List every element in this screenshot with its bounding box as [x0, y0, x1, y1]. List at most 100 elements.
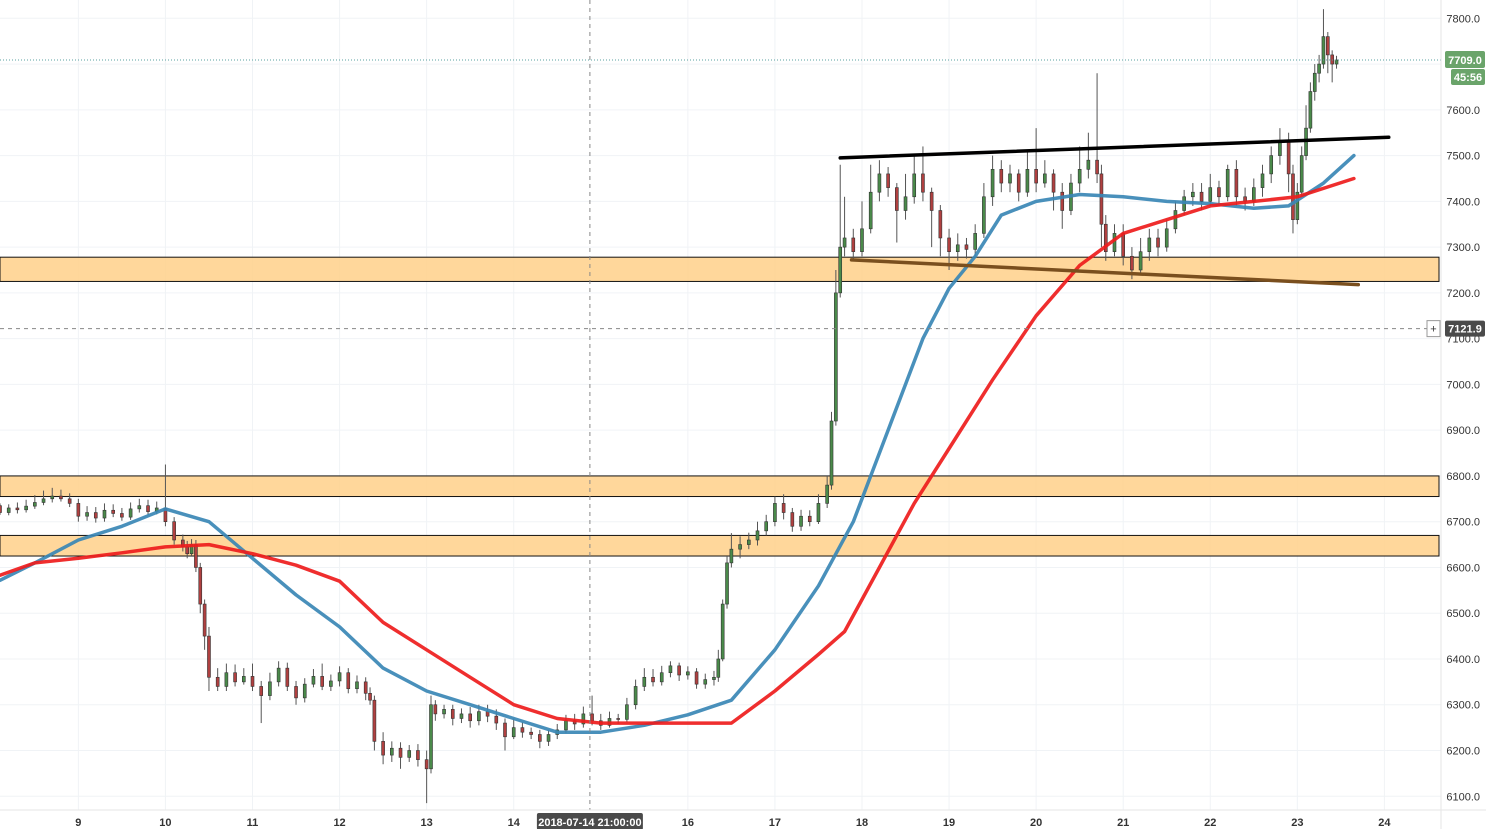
candle-body	[886, 173, 890, 188]
candle-body	[1191, 191, 1195, 198]
candle-body	[511, 727, 516, 738]
y-tick-label: 6600.0	[1446, 562, 1480, 574]
candle-body	[616, 718, 620, 720]
candle-body	[538, 734, 542, 742]
candle-body	[520, 727, 525, 733]
candle-body	[368, 693, 372, 701]
candle-body	[938, 210, 943, 239]
candle-body	[1043, 173, 1047, 184]
crosshair-plus-button-bg	[1426, 320, 1441, 338]
candles	[0, 9, 1339, 804]
moving-average-line	[0, 176, 1356, 725]
candle-body	[947, 237, 951, 252]
candle-body	[764, 521, 769, 532]
support-resistance-zone	[0, 475, 1440, 498]
x-tick-label: 19	[943, 817, 955, 829]
candle-body	[1278, 141, 1282, 156]
candle-body	[1060, 191, 1065, 211]
candle-body	[41, 498, 46, 503]
candle-body	[590, 713, 594, 722]
candle-body	[668, 665, 673, 674]
candle-body	[1121, 233, 1125, 257]
candle-body	[102, 509, 107, 519]
candle-body	[829, 420, 834, 486]
candle-body	[982, 196, 986, 234]
moving-averages	[0, 153, 1356, 734]
candle-body	[1217, 187, 1221, 198]
candle-body	[128, 508, 133, 518]
candle-body	[1138, 251, 1143, 271]
trendlines	[838, 135, 1391, 287]
candle-body	[1321, 36, 1326, 65]
x-tick-label: 18	[856, 817, 868, 829]
candle-body	[860, 228, 864, 252]
x-tick-label: 12	[333, 817, 345, 829]
candle-body	[694, 671, 699, 685]
y-tick-label: 7500.0	[1446, 151, 1480, 163]
candle-body	[851, 237, 856, 252]
y-tick-label: 7200.0	[1446, 288, 1480, 300]
crosshair-price-tag: 7121.9	[1448, 324, 1482, 336]
candle-body	[581, 713, 586, 725]
candle-body	[1095, 159, 1099, 175]
candle-body	[67, 498, 72, 504]
x-tick-label: 17	[769, 817, 781, 829]
candle-body	[311, 676, 316, 685]
x-tick-label: 23	[1291, 817, 1303, 829]
trendline	[838, 135, 1391, 160]
candle-body	[250, 676, 255, 687]
candle-body	[1164, 228, 1169, 248]
candle-body	[442, 709, 446, 715]
candle-body	[790, 512, 795, 527]
candle-body	[450, 709, 455, 719]
candle-body	[202, 603, 207, 637]
crosshair	[0, 0, 1441, 810]
candle-body	[834, 292, 838, 422]
candle-body	[1077, 169, 1082, 184]
candle-body	[1317, 63, 1321, 74]
candle-body	[816, 503, 821, 522]
moving-average-line	[0, 153, 1356, 734]
candle-body	[799, 515, 803, 527]
candle-body	[0, 505, 2, 513]
candle-body	[1086, 159, 1091, 170]
time-axis[interactable]: 9 10 11 12 13 14 16 17 18 19 20 21 22 23 24 2018-07-14 …	[0, 809, 1486, 829]
candle-body	[224, 672, 229, 687]
candle-body	[651, 676, 655, 683]
candle-body	[337, 672, 342, 682]
candle-body	[781, 503, 786, 513]
candle-body	[194, 544, 198, 568]
candle-body	[433, 704, 438, 715]
candle-body	[903, 196, 908, 211]
y-tick-label: 7800.0	[1446, 13, 1480, 25]
grid	[0, 0, 1441, 810]
candle-body	[1299, 155, 1304, 193]
candle-body	[363, 681, 368, 694]
crosshair-price-tag-bg	[1445, 320, 1485, 337]
candle-body	[1260, 173, 1265, 188]
candle-body	[259, 686, 264, 696]
y-tick-label: 7100.0	[1446, 334, 1480, 346]
y-tick-label: 6500.0	[1446, 608, 1480, 620]
candle-body	[686, 671, 690, 676]
candle-body	[677, 665, 681, 676]
candle-body	[429, 704, 433, 770]
countdown-tag-bg	[1451, 68, 1485, 85]
x-tick-label: 24	[1378, 817, 1391, 829]
candle-body	[929, 191, 934, 211]
candle-body	[720, 603, 725, 660]
candle-body	[999, 169, 1004, 184]
candle-body	[372, 699, 377, 742]
candle-body	[215, 676, 220, 687]
price-axis[interactable]: 6100.0 6200.0 6300.0 6400.0 6500.0 6600.0 6700…	[1440, 0, 1480, 829]
candle-body	[1051, 173, 1056, 193]
candle-body	[625, 704, 629, 720]
candle-body	[912, 173, 917, 198]
candle-body	[633, 686, 638, 706]
x-tick-label: 13	[421, 817, 433, 829]
candle-body	[233, 672, 237, 683]
candle-body	[285, 667, 290, 687]
candle-body	[773, 503, 777, 522]
candle-body	[398, 747, 403, 758]
